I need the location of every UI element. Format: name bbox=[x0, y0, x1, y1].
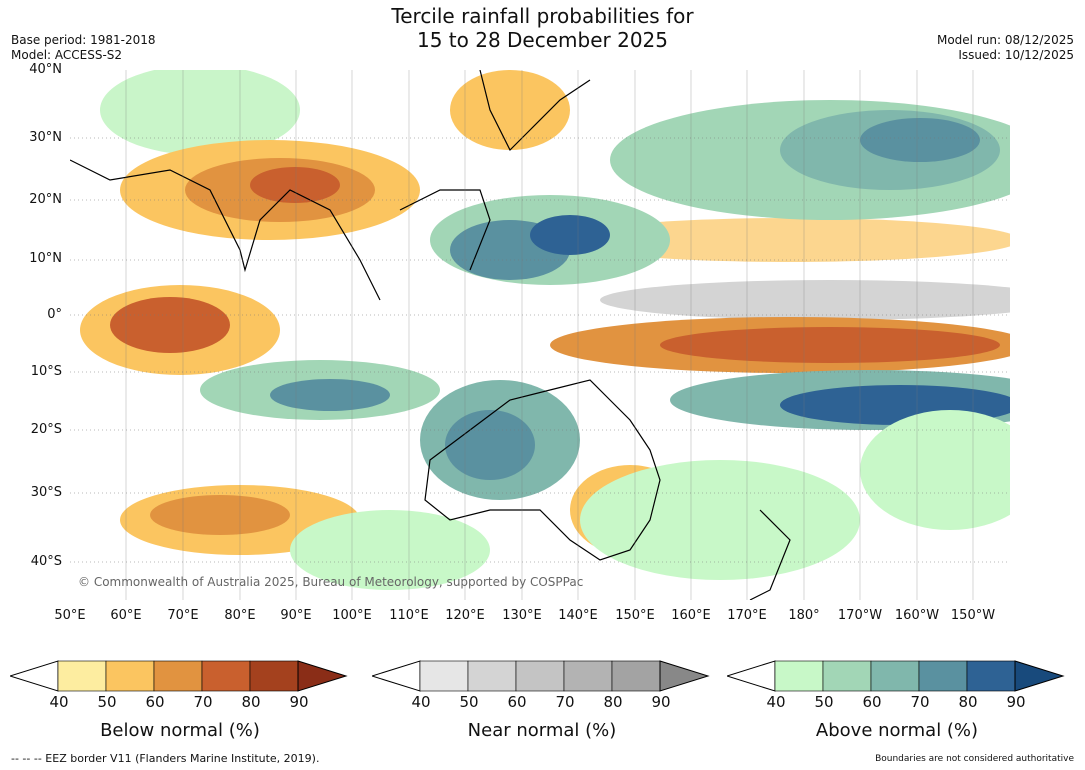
colorbar-high-extension bbox=[297, 660, 348, 692]
colorbar-segment bbox=[105, 660, 155, 692]
colorbar-segment bbox=[57, 660, 107, 692]
colorbar-tick: 80 bbox=[241, 693, 261, 711]
model-run: Model run: 08/12/2025 bbox=[936, 33, 1074, 47]
lon-label: 50°E bbox=[54, 608, 86, 623]
lat-label: 20°S bbox=[30, 422, 62, 437]
colorbar-high-extension bbox=[1014, 660, 1065, 692]
lon-label: 120°E bbox=[445, 608, 485, 623]
lon-label: 160°E bbox=[671, 608, 711, 623]
colorbar-segment bbox=[249, 660, 299, 692]
colorbar-segment bbox=[611, 660, 661, 692]
colorbar-title-above-normal: Above normal (%) bbox=[815, 720, 979, 741]
lat-gridlines bbox=[70, 137, 1010, 563]
model-name: Model: ACCESS-S2 bbox=[11, 48, 123, 62]
chart-title: Tercile rainfall probabilities for 15 to… bbox=[0, 4, 1085, 52]
coastlines bbox=[70, 70, 791, 600]
lat-label: 0° bbox=[47, 307, 62, 322]
lat-label: 30°S bbox=[30, 485, 62, 500]
lon-label: 110°E bbox=[389, 608, 429, 623]
colorbar-tick: 40 bbox=[766, 693, 786, 711]
colorbar-below-normal bbox=[10, 660, 348, 692]
lon-label: 100°E bbox=[332, 608, 372, 623]
lon-label: 160°W bbox=[894, 608, 940, 623]
lon-label: 140°E bbox=[558, 608, 598, 623]
lat-label: 20°N bbox=[29, 192, 62, 207]
lat-label: 30°N bbox=[29, 130, 62, 145]
colorbar-segment bbox=[467, 660, 517, 692]
colorbar-high-extension bbox=[659, 660, 710, 692]
lat-label: 10°N bbox=[29, 251, 62, 266]
colorbar-tick: 90 bbox=[289, 693, 309, 711]
colorbar-tick: 90 bbox=[651, 693, 671, 711]
lon-label: 170°E bbox=[727, 608, 767, 623]
colorbar-tick: 70 bbox=[193, 693, 213, 711]
colorbar-title-near-normal: Near normal (%) bbox=[467, 720, 617, 741]
colorbar-tick: 80 bbox=[958, 693, 978, 711]
lon-label: 80°E bbox=[224, 608, 256, 623]
boundaries-disclaimer: Boundaries are not considered authoritat… bbox=[875, 754, 1074, 764]
lon-label: 130°E bbox=[502, 608, 542, 623]
colorbar-tick: 50 bbox=[97, 693, 117, 711]
title-line-1: Tercile rainfall probabilities for bbox=[391, 4, 694, 28]
copyright-notice: © Commonwealth of Australia 2025, Bureau… bbox=[78, 575, 583, 589]
colorbar-above-normal bbox=[727, 660, 1065, 692]
colorbar-tick: 60 bbox=[145, 693, 165, 711]
base-period: Base period: 1981-2018 bbox=[11, 33, 156, 47]
colorbar-segment bbox=[515, 660, 565, 692]
lon-gridlines bbox=[125, 70, 974, 600]
probability-fields bbox=[80, 70, 1010, 590]
colorbar-segment bbox=[201, 660, 251, 692]
colorbar-low-extension bbox=[372, 660, 421, 692]
colorbar-tick: 50 bbox=[814, 693, 834, 711]
colorbar-tick: 80 bbox=[603, 693, 623, 711]
lat-label: 10°S bbox=[30, 364, 62, 379]
colorbar-tick: 90 bbox=[1006, 693, 1026, 711]
colorbar-segment bbox=[153, 660, 203, 692]
colorbar-tick: 40 bbox=[411, 693, 431, 711]
lon-label: 70°E bbox=[167, 608, 199, 623]
colorbar-segment bbox=[563, 660, 613, 692]
colorbar-segment bbox=[419, 660, 469, 692]
colorbar-tick: 50 bbox=[459, 693, 479, 711]
lat-label: 40°N bbox=[29, 62, 62, 77]
colorbar-segment bbox=[870, 660, 920, 692]
colorbar-title-below-normal: Below normal (%) bbox=[100, 720, 260, 741]
lon-label: 60°E bbox=[110, 608, 142, 623]
lon-label: 170°W bbox=[837, 608, 883, 623]
meta-left: Base period: 1981-2018 Model: ACCESS-S2 bbox=[11, 33, 156, 63]
lon-label: 180° bbox=[788, 608, 820, 623]
colorbar-segment bbox=[822, 660, 872, 692]
lon-label: 150°W bbox=[950, 608, 996, 623]
colorbar-segment bbox=[774, 660, 824, 692]
lat-label: 40°S bbox=[30, 554, 62, 569]
meta-right: Model run: 08/12/2025 Issued: 10/12/2025 bbox=[937, 33, 1074, 63]
colorbar-segment bbox=[918, 660, 968, 692]
colorbar-low-extension bbox=[10, 660, 59, 692]
title-line-2: 15 to 28 December 2025 bbox=[416, 28, 668, 52]
lon-label: 150°E bbox=[615, 608, 655, 623]
colorbar-near-normal bbox=[372, 660, 710, 692]
colorbar-tick: 70 bbox=[555, 693, 575, 711]
lon-label: 90°E bbox=[280, 608, 312, 623]
eez-border-note: -- -- -- EEZ border V11 (Flanders Marine… bbox=[11, 752, 320, 765]
colorbar-tick: 70 bbox=[910, 693, 930, 711]
colorbar-tick: 60 bbox=[862, 693, 882, 711]
forecast-map[interactable]: © Commonwealth of Australia 2025, Bureau… bbox=[70, 70, 1010, 600]
colorbar-segment bbox=[966, 660, 1016, 692]
colorbar-low-extension bbox=[727, 660, 776, 692]
colorbar-tick: 60 bbox=[507, 693, 527, 711]
issued-date: Issued: 10/12/2025 bbox=[958, 48, 1074, 62]
colorbar-tick: 40 bbox=[49, 693, 69, 711]
